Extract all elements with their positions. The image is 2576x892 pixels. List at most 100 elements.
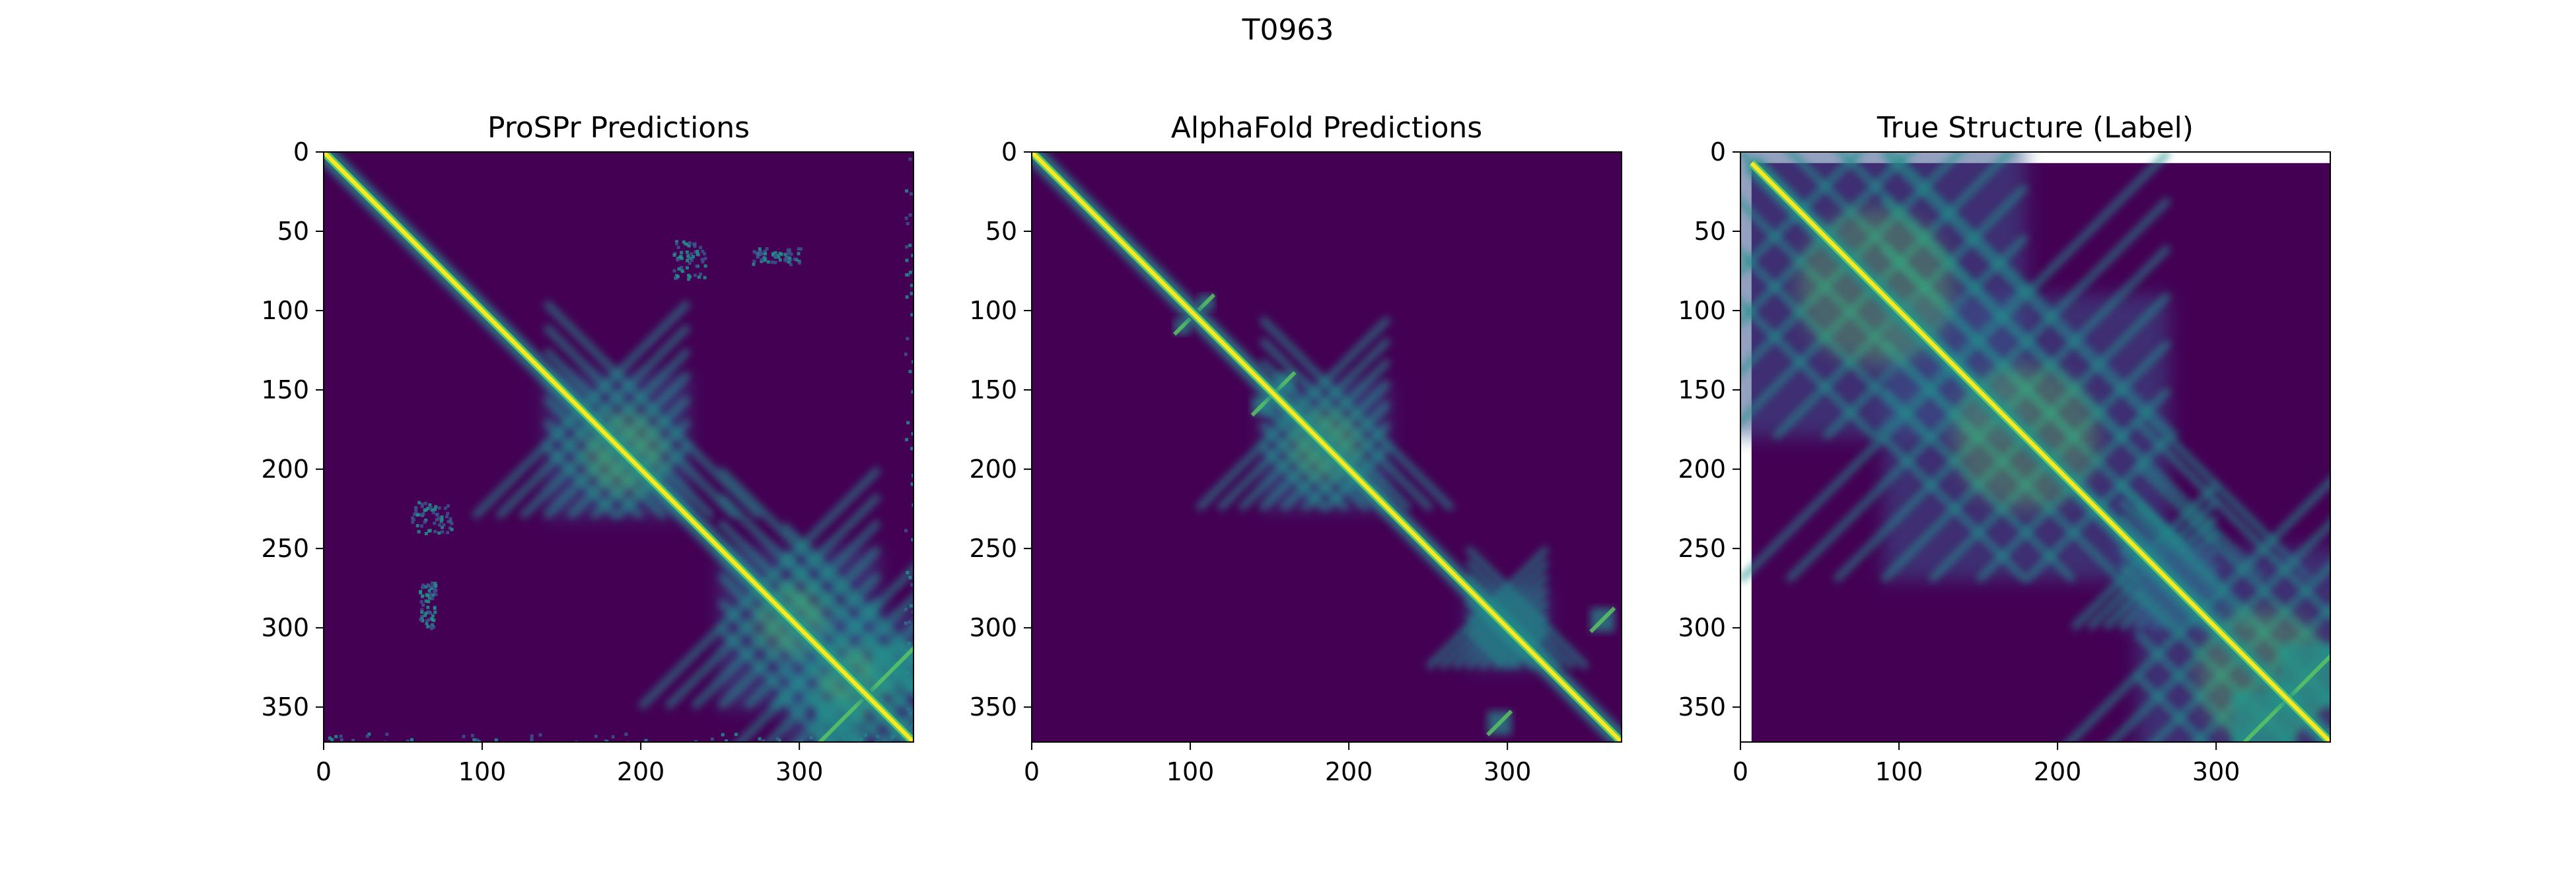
noise-contact [700,258,704,262]
noise-contact [778,252,782,256]
x-tick-label: 300 [2192,757,2240,786]
off-diagonal-contact [1172,316,1192,336]
noise-contact [684,242,688,246]
noise-contact [351,739,355,742]
noise-contact [680,250,684,254]
noise-contact [752,250,756,254]
noise-contact [424,599,428,603]
noise-contact [771,253,775,257]
noise-contact [758,249,762,253]
y-tick-label: 300 [1678,613,1726,642]
noise-contact [703,256,707,260]
x-tick-label: 100 [1875,757,1923,786]
y-tick-label: 0 [1001,137,1017,167]
noise-contact [421,583,425,587]
diagonal-core [1032,152,1622,742]
noise-contact [686,256,690,260]
noise-contact [764,252,768,256]
noise-contact [688,275,692,279]
noise-contact [787,248,791,252]
noise-contact [421,512,425,516]
noise-contact [426,625,430,629]
off-diagonal-contact [815,698,865,742]
noise-contact [703,276,707,279]
noise-contact [530,734,534,738]
off-diagonal-contact [1196,293,1216,313]
noise-contact [414,510,418,514]
axes-frame [323,151,914,743]
noise-contact [787,250,791,254]
figure-suptitle: T0963 [1242,13,1334,47]
noise-contact [904,529,908,533]
y-tick-label: 0 [293,137,309,167]
y-tick-label: 350 [1678,692,1726,722]
noise-contact [911,432,913,436]
noise-contact [692,255,696,259]
noise-contact [688,241,692,245]
panel-title: AlphaFold Predictions [1171,111,1482,145]
noise-contact [676,258,680,262]
noise-contact [910,447,913,451]
noise-contact [430,616,434,620]
noise-contact [421,585,425,589]
noise-contact [423,613,427,617]
noise-contact [433,521,437,525]
noise-contact [431,511,435,515]
noise-contact [908,213,912,217]
noise-contact [909,270,913,274]
noise-contact [905,245,909,249]
x-tick-label: 200 [2034,757,2082,786]
y-tick-label: 150 [969,375,1017,404]
y-tick-label: 100 [969,296,1017,325]
noise-contact [906,421,910,425]
panel-title: True Structure (Label) [1877,111,2194,145]
noise-contact [693,274,697,278]
noise-contact [428,592,432,596]
noise-contact [688,261,692,265]
heatmap-image [1032,152,1622,742]
noise-contact [908,243,912,247]
noise-contact [912,503,913,507]
noise-contact [778,258,782,262]
noise-contact [433,529,437,533]
noise-contact [594,734,598,738]
noise-contact [710,737,714,741]
noise-contact [734,732,738,736]
noise-contact [440,515,444,519]
noise-contact [685,266,689,270]
x-tick-label: 100 [458,757,507,786]
noise-contact [429,586,433,590]
noise-contact [906,273,910,277]
noise-contact [427,589,431,593]
y-tick-label: 250 [261,534,309,563]
y-tick-label: 0 [1710,137,1726,167]
noise-contact [686,254,690,258]
noise-contact [427,611,431,614]
noise-contact [434,588,438,592]
noise-contact [445,515,448,519]
noise-contact [783,252,787,256]
noise-contact [789,252,793,256]
noise-contact [783,258,787,262]
noise-contact [785,259,789,263]
noise-contact [424,585,428,589]
noise-contact [696,250,699,254]
noise-contact [758,247,762,251]
noise-contact [905,189,909,193]
noise-contact [611,735,615,739]
noise-contact [406,739,410,742]
noise-contact [910,604,913,608]
noise-contact [675,240,679,244]
panel-prospr: ProSPr Predictions 0 100 200 300 0 50 100 150 200… [261,111,914,786]
noise-contact [431,597,435,601]
noise-contact [910,482,913,486]
noise-contact [786,252,790,256]
noise-contact [339,734,343,738]
noise-contact [530,737,534,741]
noise-contact [433,611,437,614]
noise-contact [417,501,421,505]
noise-contact [330,737,334,741]
noise-contact [624,732,628,736]
y-tick-label: 300 [261,613,309,642]
